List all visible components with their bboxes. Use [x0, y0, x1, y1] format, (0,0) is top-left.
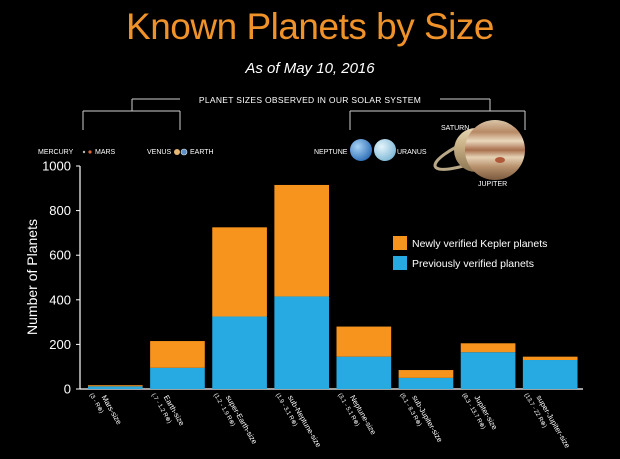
solar-system-bracket — [82, 98, 526, 130]
solar-system-label: PLANET SIZES OBSERVED IN OUR SOLAR SYSTE… — [199, 95, 421, 105]
y-tick-label: 200 — [49, 337, 71, 352]
y-axis-label: Number of Planets — [24, 219, 40, 335]
y-tick-label: 600 — [49, 248, 71, 263]
x-tick-label: sub-Jupiter-size(5.1 - 8.3 R⊕) — [398, 393, 444, 444]
bar-new — [460, 343, 516, 353]
bar-new — [150, 341, 205, 368]
y-tick-label: 800 — [49, 203, 71, 218]
x-tick-label: Earth-size(.7 - 1.2 R⊕) — [150, 393, 186, 428]
jupiter-icon — [465, 120, 525, 180]
uranus-icon — [374, 139, 396, 161]
y-tick-label: 1000 — [42, 159, 71, 174]
x-tick-label: sub-Neptune-size(1.9 - 3.1 R⊕) — [274, 393, 323, 449]
legend-label-previous: Previously verified planets — [412, 258, 534, 270]
mercury-label: MERCURY — [38, 149, 74, 156]
neptune-label: NEPTUNE — [314, 149, 348, 156]
bar-previous — [212, 316, 267, 389]
bar-previous — [460, 352, 516, 389]
jupiter-label: JUPITER — [478, 181, 507, 188]
legend-swatch-previous — [393, 256, 407, 270]
bar-previous — [88, 386, 143, 389]
mercury-icon — [82, 150, 86, 154]
venus-label: VENUS — [147, 149, 171, 156]
legend-swatch-new — [393, 236, 407, 250]
bar-previous — [336, 356, 392, 389]
chart-subtitle: As of May 10, 2016 — [245, 60, 375, 77]
x-tick-label: Mars-size(3 - R⊕) — [88, 393, 124, 427]
legend: Newly verified Kepler planets Previously… — [393, 236, 547, 270]
y-axis: 0 200 400 600 800 1000 — [42, 159, 80, 397]
y-tick-label: 400 — [49, 292, 71, 307]
bar-previous — [522, 360, 578, 389]
x-tick-label: super-Earth-size(1.2 - 1.9 R⊕) — [212, 393, 259, 446]
bar-previous — [150, 367, 205, 389]
earth-label: EARTH — [190, 149, 214, 156]
bar-new — [398, 370, 454, 378]
venus-icon — [174, 149, 180, 155]
legend-label-new: Newly verified Kepler planets — [412, 238, 547, 250]
bar-new — [336, 326, 392, 357]
bar-previous — [398, 377, 454, 389]
bars — [88, 184, 578, 389]
saturn-label: SATURN — [441, 125, 469, 132]
bar-new — [88, 385, 143, 387]
mars-label: MARS — [95, 149, 116, 156]
mars-icon — [88, 150, 92, 154]
uranus-label: URANUS — [397, 149, 427, 156]
x-tick-label: Jupiter-size(8.3 - 13.7 R⊕) — [461, 393, 500, 432]
neptune-icon — [350, 139, 372, 161]
bar-new — [522, 356, 578, 361]
bar-previous — [274, 296, 330, 389]
chart-title: Known Planets by Size — [126, 6, 494, 47]
earth-icon — [180, 148, 188, 156]
bar-new — [212, 227, 267, 317]
bar-new — [274, 184, 330, 297]
x-tick-labels: Mars-size(3 - R⊕) Earth-size(.7 - 1.2 R⊕)… — [88, 393, 572, 450]
y-tick-label: 0 — [64, 382, 71, 397]
x-tick-label: Neptune-size(3.1 - 5.1 R⊕) — [336, 393, 378, 437]
x-tick-label: super-Jupiter-size(13.7 - 22 R⊕) — [523, 393, 572, 450]
